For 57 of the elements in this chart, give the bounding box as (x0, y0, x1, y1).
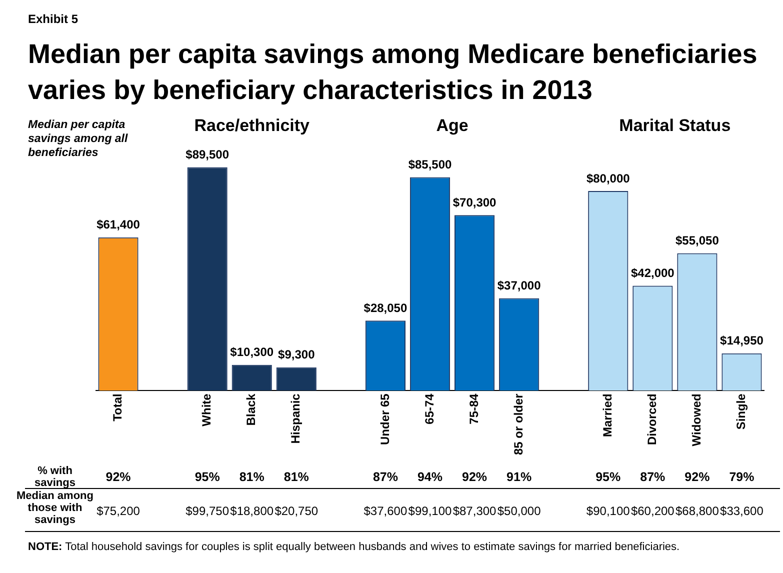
text: $60,200 (630, 504, 674, 518)
chart-title: Median per capita savings among Medicare beneficiaries varies by beneficiary characteristics in 2013 (28, 38, 758, 107)
x-tick-label: 75-84 (466, 393, 481, 424)
x-tick-label: Divorced (644, 394, 659, 446)
text: 87% (372, 470, 398, 484)
text: 91% (506, 470, 532, 484)
data-label: $9,300 (278, 348, 316, 362)
text: $18,800 (230, 504, 274, 518)
x-tick-label: Hispanic (288, 393, 303, 444)
x-tick-label: White (200, 393, 214, 426)
data-label: $55,050 (676, 234, 720, 248)
text: Age (436, 116, 468, 136)
text: Median among those with savings (15, 490, 94, 526)
text: 81% (239, 470, 264, 484)
text: $33,600 (720, 504, 764, 518)
data-label: $28,050 (364, 300, 408, 315)
text: $87,300 (452, 504, 496, 518)
text: 94% (417, 470, 443, 484)
text: 79% (729, 470, 754, 484)
data-label: $89,500 (186, 148, 230, 162)
text: 92% (106, 470, 131, 484)
text: $99,750 (186, 504, 230, 518)
data-label: $80,000 (586, 171, 630, 186)
text: $50,000 (497, 504, 541, 518)
data-label: $70,300 (452, 195, 497, 210)
text: 87% (640, 470, 666, 484)
text: 92% (684, 470, 710, 484)
data-label: $42,000 (630, 266, 675, 280)
data-label: $14,950 (720, 334, 764, 348)
text: NOTE: Total household savings for couples is split equally between husbands and wives to estimate savings for married beneficiaries. (28, 541, 681, 553)
data-label: $37,000 (497, 278, 542, 293)
x-tick-label: Total (110, 394, 125, 422)
text: Marital Status (619, 116, 731, 136)
text: $99,100 (408, 504, 452, 518)
x-tick-label: Black (244, 393, 258, 426)
text: $20,750 (274, 504, 318, 518)
x-tick-label: Married (600, 394, 614, 438)
text: $75,200 (96, 504, 140, 518)
x-tick-label: Single (734, 393, 748, 430)
text: Race/ethnicity (194, 116, 310, 136)
data-label: $10,300 (230, 345, 274, 360)
text: 95% (194, 470, 220, 484)
x-tick-label: 65-74 (422, 393, 436, 424)
x-tick-label: Under 65 (378, 393, 392, 446)
text: % with savings (34, 465, 76, 489)
x-tick-label: Widowed (690, 394, 704, 446)
data-label: $61,400 (96, 218, 140, 232)
text: $90,100 (586, 504, 630, 518)
text: Median per capita savings among all beneficiaries (28, 118, 129, 160)
text: 95% (596, 470, 621, 484)
text: 92% (462, 470, 488, 484)
data-label: $85,500 (408, 158, 452, 172)
x-tick-label: 85 or older (511, 393, 526, 456)
text: Exhibit 5 (28, 12, 78, 26)
text: $37,600 (364, 504, 408, 518)
text: $68,800 (675, 504, 719, 518)
text: 81% (284, 470, 309, 484)
